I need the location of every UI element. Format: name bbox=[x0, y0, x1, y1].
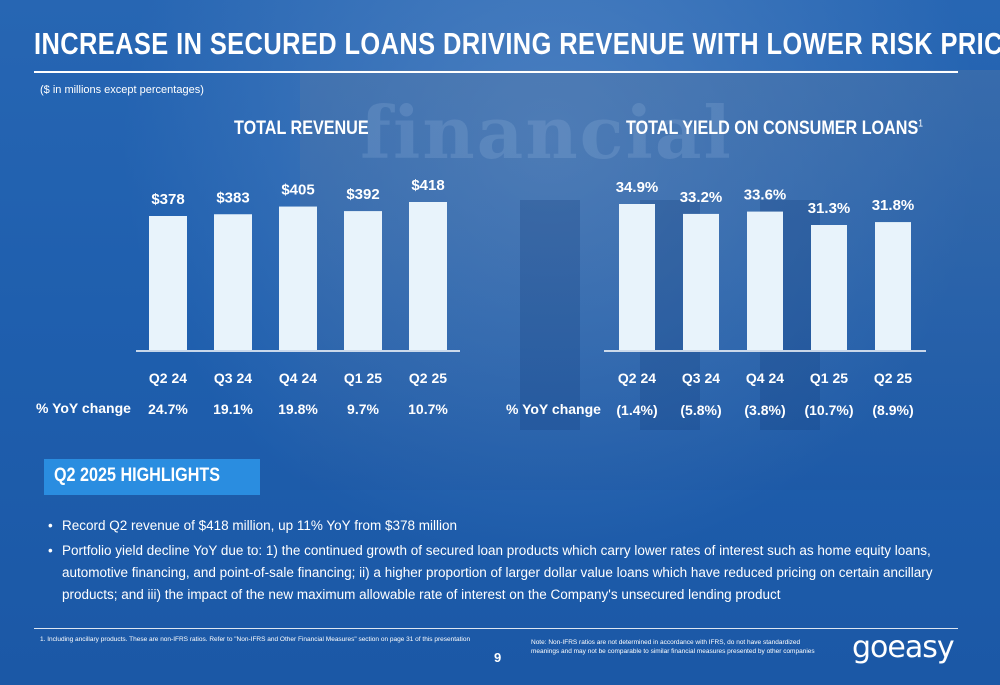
yield-value-label: 31.8% bbox=[872, 197, 915, 214]
yield-value-label: 34.9% bbox=[616, 179, 659, 196]
page-number: 9 bbox=[494, 650, 502, 665]
yield-category-label: Q2 25 bbox=[874, 370, 912, 386]
yield-yoy-value: (10.7%) bbox=[804, 402, 853, 418]
revenue-bar bbox=[214, 214, 252, 350]
revenue-bar bbox=[344, 211, 382, 350]
yield-value-label: 31.3% bbox=[808, 200, 851, 217]
revenue-category-label: Q2 24 bbox=[149, 370, 187, 386]
revenue-bar bbox=[149, 216, 187, 350]
revenue-yoy-value: 10.7% bbox=[408, 401, 448, 417]
yield-yoy-value: (1.4%) bbox=[616, 402, 657, 418]
yield-category-label: Q4 24 bbox=[746, 370, 784, 386]
revenue-value-label: $392 bbox=[346, 186, 379, 203]
revenue-yoy-value: 19.1% bbox=[213, 401, 253, 417]
page-title: INCREASE IN SECURED LOANS DRIVING REVENU… bbox=[34, 26, 1000, 61]
yield-bar bbox=[811, 225, 847, 350]
yield-yoy-value: (8.9%) bbox=[872, 402, 913, 418]
highlights-list: Record Q2 revenue of $418 million, up 11… bbox=[48, 515, 948, 609]
yield-chart-title-text: TOTAL YIELD ON CONSUMER LOANS bbox=[626, 118, 919, 139]
revenue-bar bbox=[409, 202, 447, 350]
revenue-category-label: Q2 25 bbox=[409, 370, 447, 386]
highlight-bullet: Record Q2 revenue of $418 million, up 11… bbox=[48, 515, 948, 537]
footer-divider bbox=[34, 628, 958, 629]
footnote: 1. Including ancillary products. These a… bbox=[40, 636, 471, 643]
goeasy-logo: goeasy bbox=[852, 630, 955, 665]
yield-yoy-value: (3.8%) bbox=[744, 402, 785, 418]
yield-bar bbox=[747, 211, 783, 350]
revenue-category-label: Q3 24 bbox=[214, 370, 252, 386]
background-door bbox=[520, 200, 580, 430]
yield-category-label: Q1 25 bbox=[810, 370, 848, 386]
yield-category-label: Q3 24 bbox=[682, 370, 720, 386]
revenue-yoy-label: % YoY change bbox=[36, 400, 131, 416]
yield-chart-footnote-marker: 1 bbox=[918, 118, 923, 130]
yield-category-label: Q2 24 bbox=[618, 370, 656, 386]
revenue-chart-title-text: TOTAL REVENUE bbox=[234, 118, 369, 139]
yield-value-label: 33.6% bbox=[744, 187, 787, 204]
yield-bar bbox=[875, 222, 911, 350]
revenue-category-label: Q4 24 bbox=[279, 370, 317, 386]
title-divider bbox=[34, 71, 958, 73]
revenue-category-label: Q1 25 bbox=[344, 370, 382, 386]
yield-bar bbox=[683, 213, 719, 350]
yield-chart-title: TOTAL YIELD ON CONSUMER LOANS1 bbox=[626, 118, 923, 140]
revenue-yoy-value: 19.8% bbox=[278, 401, 318, 417]
revenue-value-label: $405 bbox=[281, 182, 314, 199]
highlights-heading-box: Q2 2025 HIGHLIGHTS bbox=[44, 459, 260, 495]
page-subtitle: ($ in millions except percentages) bbox=[40, 84, 204, 96]
yield-value-label: 33.2% bbox=[680, 189, 723, 206]
revenue-yoy-value: 24.7% bbox=[148, 401, 188, 417]
highlights-heading: Q2 2025 HIGHLIGHTS bbox=[54, 465, 221, 486]
revenue-bar bbox=[279, 206, 317, 350]
yield-yoy-value: (5.8%) bbox=[680, 402, 721, 418]
revenue-chart-title: TOTAL REVENUE bbox=[234, 118, 369, 140]
revenue-value-label: $383 bbox=[216, 189, 249, 206]
highlight-bullet: Portfolio yield decline YoY due to: 1) t… bbox=[48, 540, 948, 606]
non-ifrs-note: Note: Non-IFRS ratios are not determined… bbox=[531, 639, 815, 655]
yield-bar bbox=[619, 204, 655, 350]
revenue-value-label: $378 bbox=[151, 191, 184, 208]
yield-yoy-label: % YoY change bbox=[506, 401, 601, 417]
revenue-value-label: $418 bbox=[411, 177, 444, 194]
revenue-yoy-value: 9.7% bbox=[347, 401, 379, 417]
background-sign-text: financial bbox=[360, 90, 733, 175]
